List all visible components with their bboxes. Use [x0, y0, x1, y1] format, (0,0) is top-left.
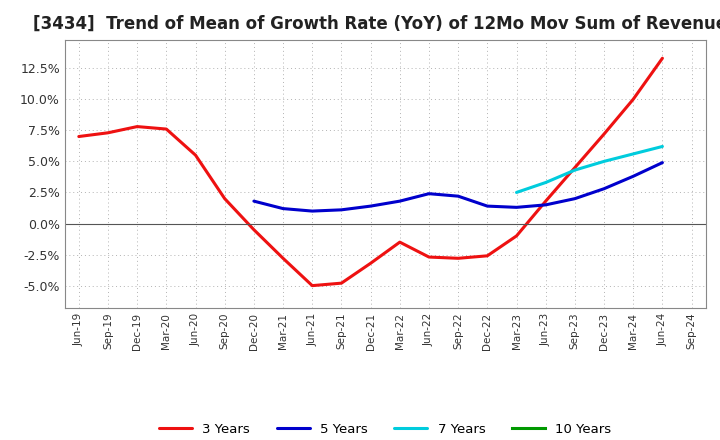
3 Years — [337, 281, 346, 286]
Line: 7 Years: 7 Years — [516, 147, 662, 192]
7 Years — [629, 151, 637, 157]
5 Years — [570, 196, 579, 201]
3 Years — [308, 283, 317, 288]
5 Years — [308, 209, 317, 214]
3 Years — [454, 256, 462, 261]
5 Years — [600, 186, 608, 191]
3 Years — [425, 254, 433, 260]
3 Years — [104, 130, 112, 136]
5 Years — [425, 191, 433, 196]
7 Years — [541, 180, 550, 185]
7 Years — [658, 144, 667, 149]
3 Years — [250, 227, 258, 232]
5 Years — [395, 198, 404, 204]
3 Years — [512, 233, 521, 238]
3 Years — [570, 165, 579, 170]
5 Years — [658, 160, 667, 165]
5 Years — [366, 203, 375, 209]
3 Years — [600, 132, 608, 137]
3 Years — [395, 239, 404, 245]
3 Years — [629, 97, 637, 102]
3 Years — [366, 260, 375, 266]
5 Years — [629, 174, 637, 179]
3 Years — [220, 196, 229, 201]
5 Years — [250, 198, 258, 204]
7 Years — [600, 159, 608, 164]
3 Years — [192, 153, 200, 158]
7 Years — [512, 190, 521, 195]
7 Years — [570, 168, 579, 173]
5 Years — [512, 205, 521, 210]
3 Years — [279, 256, 287, 261]
Title: [3434]  Trend of Mean of Growth Rate (YoY) of 12Mo Mov Sum of Revenues: [3434] Trend of Mean of Growth Rate (YoY… — [33, 15, 720, 33]
3 Years — [74, 134, 83, 139]
3 Years — [541, 198, 550, 204]
3 Years — [483, 253, 492, 258]
Legend: 3 Years, 5 Years, 7 Years, 10 Years: 3 Years, 5 Years, 7 Years, 10 Years — [153, 418, 617, 440]
Line: 5 Years: 5 Years — [254, 163, 662, 211]
5 Years — [541, 202, 550, 208]
5 Years — [337, 207, 346, 213]
Line: 3 Years: 3 Years — [78, 58, 662, 286]
3 Years — [658, 55, 667, 61]
3 Years — [162, 126, 171, 132]
3 Years — [133, 124, 142, 129]
5 Years — [483, 203, 492, 209]
5 Years — [279, 206, 287, 211]
5 Years — [454, 194, 462, 199]
